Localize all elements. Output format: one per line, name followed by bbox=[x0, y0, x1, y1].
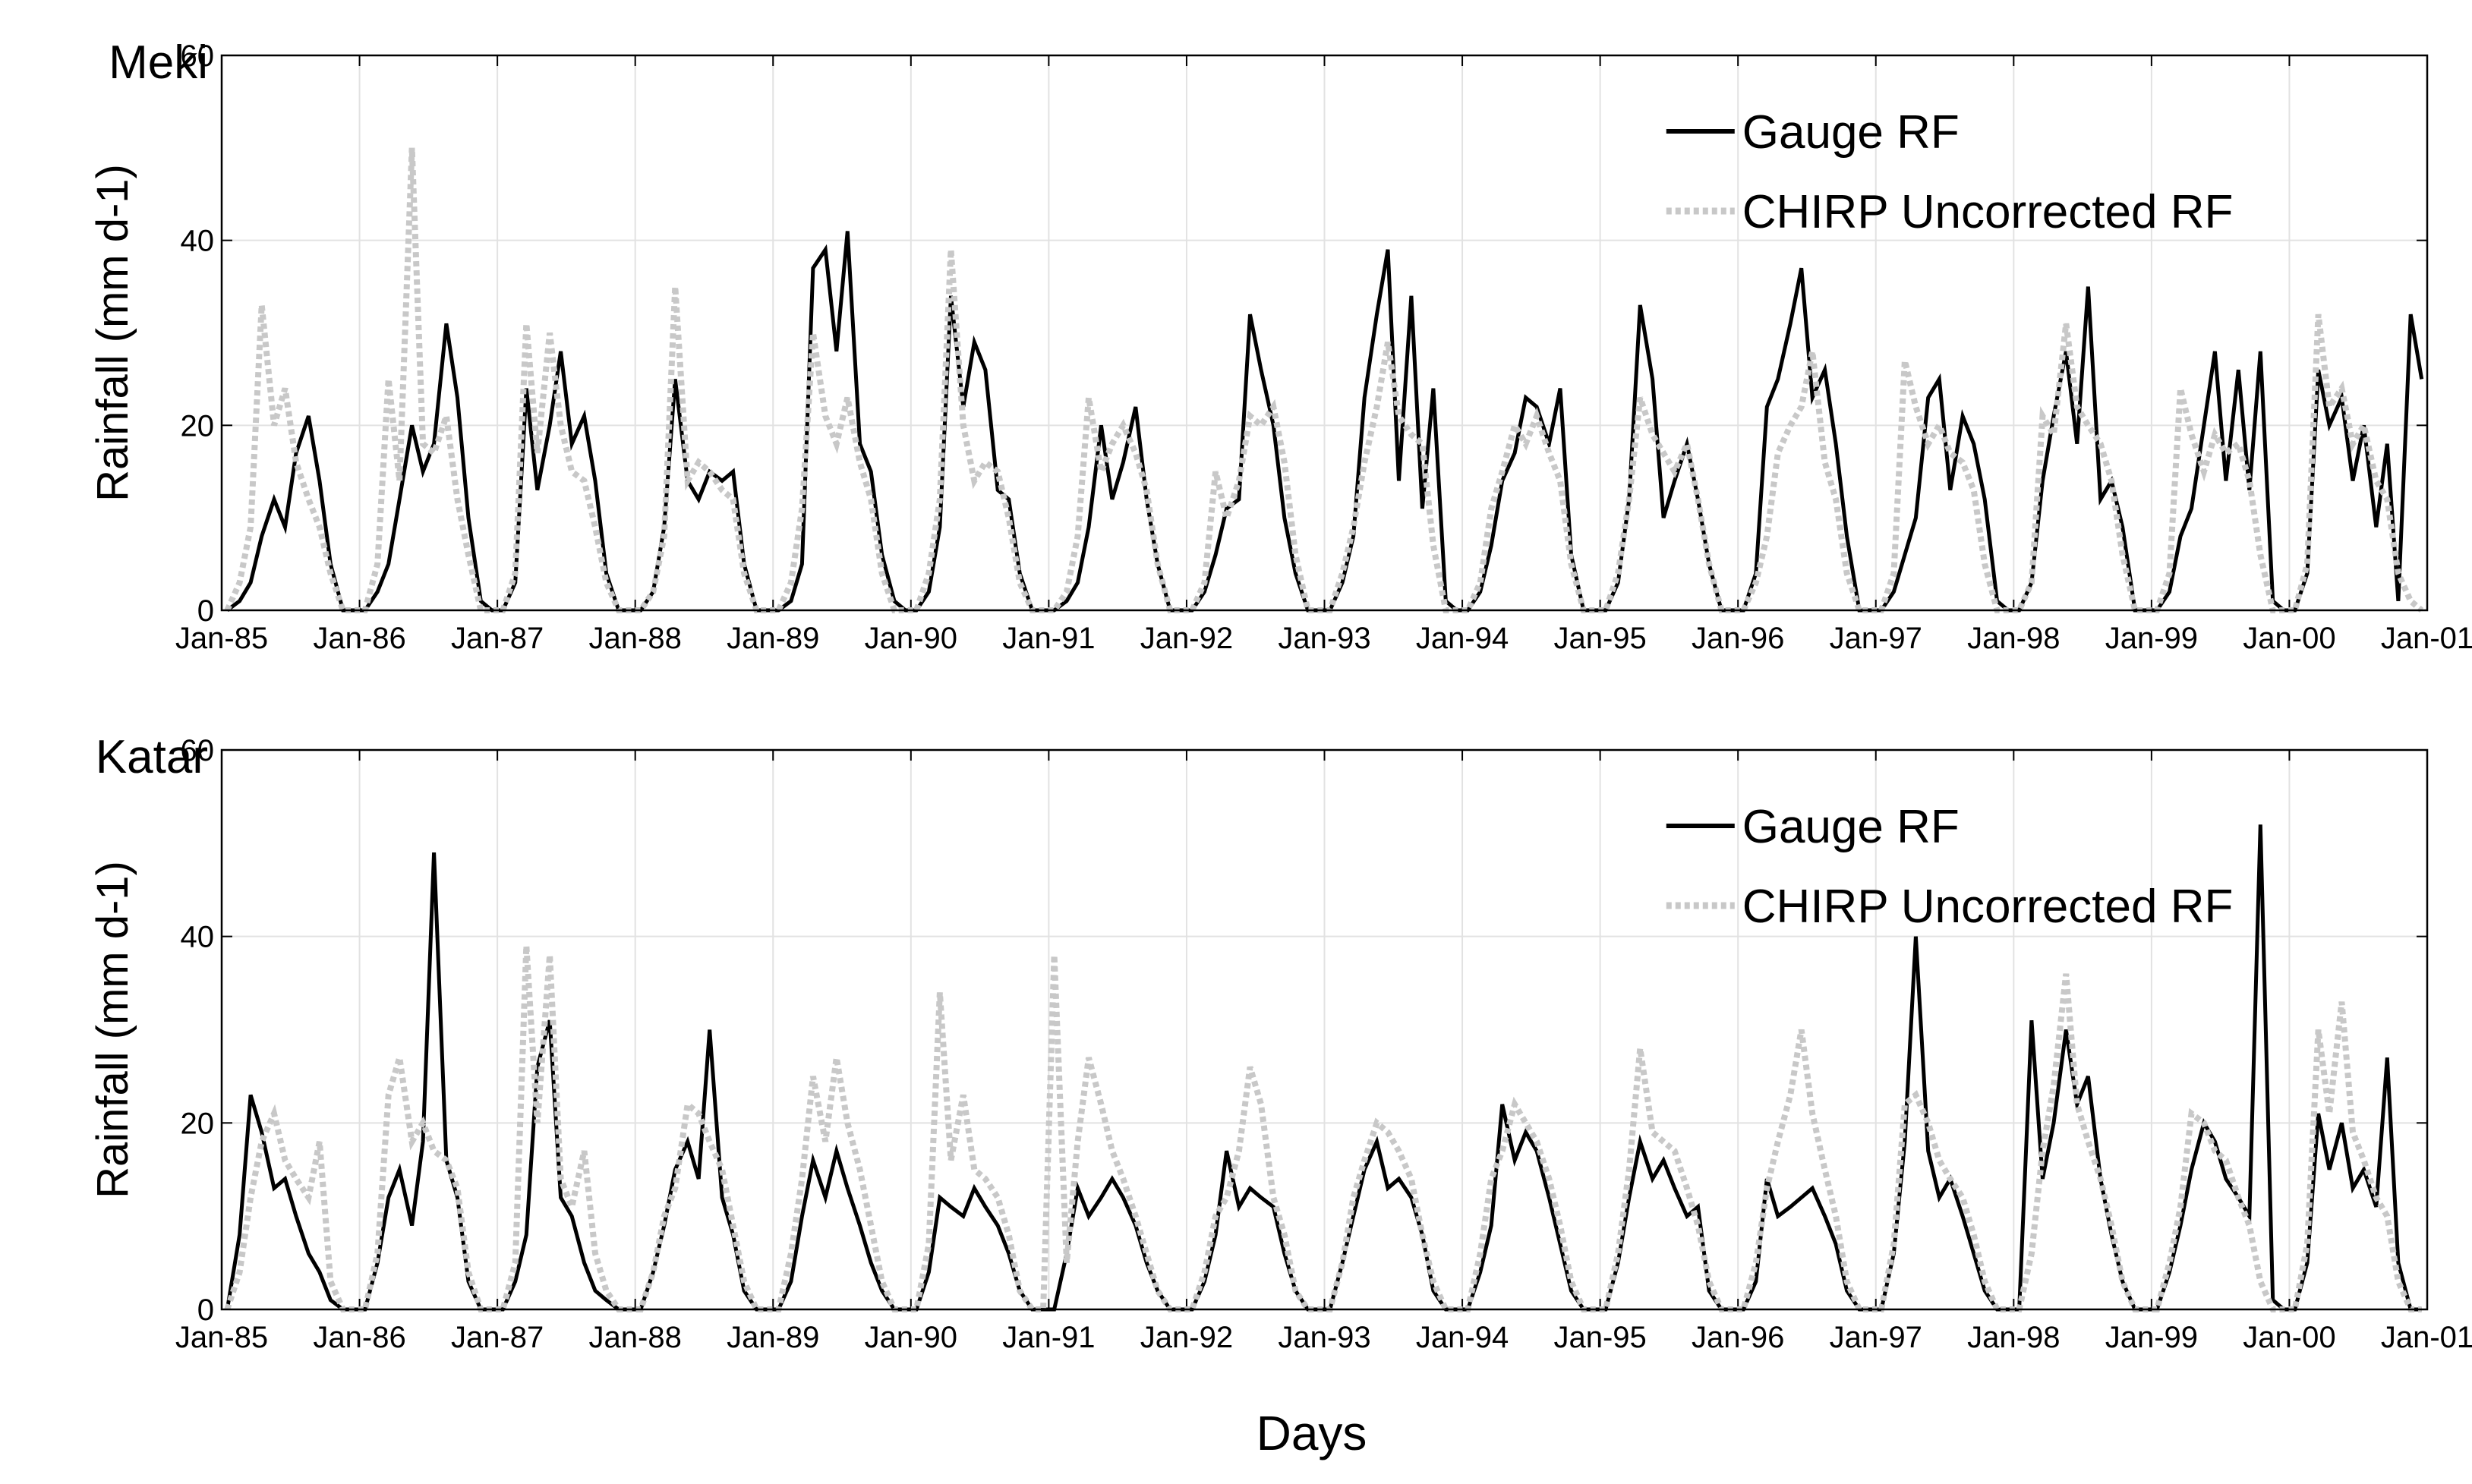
x-tick-label: Jan-01 bbox=[2381, 1321, 2472, 1354]
x-tick-label: Jan-93 bbox=[1278, 1321, 1370, 1354]
legend-label: Gauge RF bbox=[1742, 801, 1960, 853]
x-tick-label: Jan-98 bbox=[1967, 622, 2060, 655]
axes-box bbox=[220, 54, 2429, 612]
y-tick-label: 60 bbox=[181, 734, 215, 767]
x-tick-label: Jan-92 bbox=[1140, 622, 1233, 655]
x-tick-label: Jan-96 bbox=[1692, 622, 1784, 655]
x-tick-label: Jan-89 bbox=[727, 622, 819, 655]
x-tick-label: Jan-85 bbox=[175, 622, 268, 655]
x-tick-label: Jan-90 bbox=[865, 1321, 957, 1354]
x-tick-label: Jan-90 bbox=[865, 622, 957, 655]
x-tick-label: Jan-85 bbox=[175, 1321, 268, 1354]
x-tick-label: Jan-01 bbox=[2381, 622, 2472, 655]
y-tick-label: 20 bbox=[181, 1107, 215, 1140]
x-tick-label: Jan-00 bbox=[2243, 1321, 2335, 1354]
x-tick-label: Jan-97 bbox=[1830, 622, 1922, 655]
x-tick-label: Jan-87 bbox=[451, 1321, 544, 1354]
x-tick-label: Jan-92 bbox=[1140, 1321, 1233, 1354]
y-axis-label: Rainfall (mm d-1) bbox=[88, 861, 137, 1199]
x-tick-label: Jan-86 bbox=[313, 1321, 405, 1354]
x-tick-label: Jan-93 bbox=[1278, 622, 1370, 655]
legend-label: CHIRP Uncorrected RF bbox=[1742, 186, 2234, 238]
data-line bbox=[224, 945, 2422, 1312]
x-axis-label: Days bbox=[1256, 1406, 1367, 1460]
y-tick-label: 20 bbox=[181, 409, 215, 443]
x-tick-label: Jan-88 bbox=[589, 1321, 682, 1354]
x-tick-label: Jan-89 bbox=[727, 1321, 819, 1354]
legend-label: CHIRP Uncorrected RF bbox=[1742, 881, 2234, 933]
y-tick-label: 0 bbox=[197, 594, 214, 628]
legend-label: Gauge RF bbox=[1742, 106, 1960, 159]
x-tick-label: Jan-86 bbox=[313, 622, 405, 655]
x-tick-label: Jan-95 bbox=[1553, 1321, 1646, 1354]
x-tick-label: Jan-95 bbox=[1553, 622, 1646, 655]
x-tick-label: Jan-91 bbox=[1002, 1321, 1095, 1354]
y-tick-label: 40 bbox=[181, 921, 215, 954]
panel-title: Katar bbox=[96, 731, 208, 783]
x-tick-label: Jan-98 bbox=[1967, 1321, 2060, 1354]
x-tick-label: Jan-97 bbox=[1830, 1321, 1922, 1354]
x-tick-label: Jan-88 bbox=[589, 622, 682, 655]
x-tick-label: Jan-00 bbox=[2243, 622, 2335, 655]
axes-box bbox=[220, 748, 2429, 1311]
x-tick-label: Jan-99 bbox=[2105, 1321, 2198, 1354]
x-tick-label: Jan-94 bbox=[1416, 622, 1509, 655]
x-tick-label: Jan-96 bbox=[1692, 1321, 1784, 1354]
x-tick-label: Jan-99 bbox=[2105, 622, 2198, 655]
panel-title: Meki bbox=[109, 36, 208, 89]
x-tick-label: Jan-94 bbox=[1416, 1321, 1509, 1354]
x-tick-label: Jan-91 bbox=[1002, 622, 1095, 655]
y-tick-label: 40 bbox=[181, 225, 215, 258]
y-tick-label: 0 bbox=[197, 1293, 214, 1327]
y-tick-label: 60 bbox=[181, 39, 215, 73]
y-axis-label: Rainfall (mm d-1) bbox=[88, 164, 137, 502]
x-tick-label: Jan-87 bbox=[451, 622, 544, 655]
